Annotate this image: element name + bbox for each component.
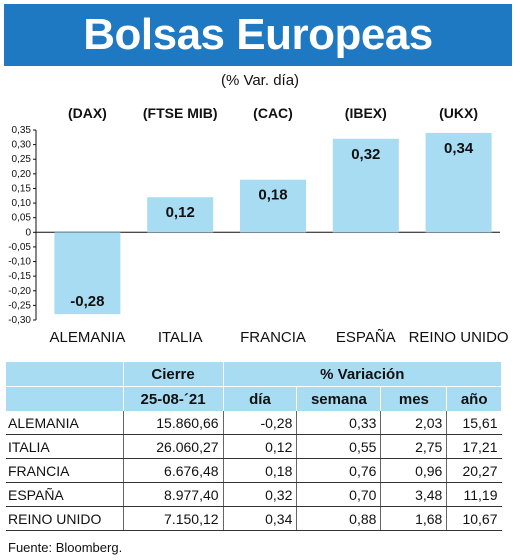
source-note: Fuente: Bloomberg. xyxy=(8,540,123,555)
subheader-date: 25-08-´21 xyxy=(123,386,224,411)
y-tick-label: -0,05 xyxy=(8,242,31,253)
table-body: ALEMANIA 15.860,66 -0,28 0,33 2,03 15,61 ITALI… xyxy=(6,411,502,531)
row-close: 6.676,48 xyxy=(123,458,224,483)
row-day: 0,34 xyxy=(223,506,298,531)
bar xyxy=(240,179,306,233)
row-day: 0,12 xyxy=(223,434,298,459)
subheader-semana: semana xyxy=(296,386,382,411)
row-day: -0,28 xyxy=(223,411,298,435)
header-cierre: Cierre xyxy=(123,362,224,387)
table-header-row: Cierre % Variación xyxy=(6,362,503,387)
row-week: 0,88 xyxy=(296,506,382,531)
index-label: (UKX) xyxy=(439,105,478,121)
x-category-label: REINO UNIDO xyxy=(409,329,509,346)
subheader-dia: día xyxy=(223,386,298,411)
header-blank xyxy=(6,362,124,387)
y-tick-label: 0 xyxy=(25,227,31,238)
row-close: 8.977,40 xyxy=(123,482,224,507)
row-month: 0,96 xyxy=(380,458,448,483)
table-row: ITALIA 26.060,27 0,12 0,55 2,75 17,21 xyxy=(6,434,502,459)
table-row: ESPAÑA 8.977,40 0,32 0,70 3,48 11,19 xyxy=(6,482,502,507)
table-row: REINO UNIDO 7.150,12 0,34 0,88 1,68 10,67 xyxy=(6,506,502,531)
row-day: 0,32 xyxy=(223,482,298,507)
subheader-ano: año xyxy=(446,386,502,411)
index-label: (DAX) xyxy=(68,105,107,121)
bar xyxy=(147,197,214,233)
row-close: 7.150,12 xyxy=(123,506,224,531)
x-category-label: ESPAÑA xyxy=(336,329,396,346)
row-month: 2,03 xyxy=(380,411,448,435)
index-label: (FTSE MIB) xyxy=(143,105,218,121)
data-label: 0,34 xyxy=(444,140,474,157)
row-month: 2,75 xyxy=(380,434,448,459)
data-table: Cierre % Variación 25-08-´21 día semana … xyxy=(6,362,503,531)
index-label: (CAC) xyxy=(253,105,293,121)
y-tick-label: -0,10 xyxy=(8,257,31,268)
data-label: 0,18 xyxy=(258,187,287,204)
x-category-label: FRANCIA xyxy=(240,329,306,346)
row-week: 0,55 xyxy=(296,434,382,459)
y-tick-label: 0,25 xyxy=(12,154,32,165)
y-tick-label: 0,20 xyxy=(12,169,32,180)
y-tick-label: -0,15 xyxy=(8,271,31,282)
bar xyxy=(425,132,492,233)
data-label: 0,32 xyxy=(351,146,380,163)
chart-title: Bolsas Europeas xyxy=(83,10,433,59)
row-week: 0,76 xyxy=(296,458,382,483)
index-label: (IBEX) xyxy=(345,105,387,121)
row-year: 11,19 xyxy=(446,482,502,507)
y-tick-label: 0,35 xyxy=(12,125,32,136)
row-year: 17,21 xyxy=(446,434,502,459)
y-tick-label: 0,05 xyxy=(12,213,32,224)
row-month: 1,68 xyxy=(380,506,448,531)
row-country: ESPAÑA xyxy=(6,482,124,507)
subheader-mes: mes xyxy=(380,386,448,411)
table-row: ALEMANIA 15.860,66 -0,28 0,33 2,03 15,61 xyxy=(6,411,502,435)
y-tick-label: -0,25 xyxy=(8,300,31,311)
x-category-label: ALEMANIA xyxy=(49,329,125,346)
bar xyxy=(332,138,399,233)
bar xyxy=(54,232,121,315)
row-close: 26.060,27 xyxy=(123,434,224,459)
row-year: 15,61 xyxy=(446,411,502,435)
data-label: 0,12 xyxy=(166,204,195,221)
x-category-label: ITALIA xyxy=(158,329,203,346)
y-tick-label: -0,20 xyxy=(8,286,31,297)
header-variacion: % Variación xyxy=(223,362,503,387)
row-country: REINO UNIDO xyxy=(6,506,124,531)
data-table-wrapper: Cierre % Variación 25-08-´21 día semana … xyxy=(6,362,503,531)
row-country: ITALIA xyxy=(6,434,124,459)
row-close: 15.860,66 xyxy=(123,411,224,435)
data-label: -0,28 xyxy=(70,293,104,310)
row-year: 10,67 xyxy=(446,506,502,531)
y-tick-label: 0,15 xyxy=(12,183,32,194)
row-year: 20,27 xyxy=(446,458,502,483)
row-country: ALEMANIA xyxy=(6,411,124,435)
table-subheader-row: 25-08-´21 día semana mes año xyxy=(6,386,502,411)
y-tick-label: -0,30 xyxy=(8,315,31,326)
y-tick-label: 0,30 xyxy=(12,140,32,151)
row-month: 3,48 xyxy=(380,482,448,507)
bar-chart: 0,35 0,30 0,25 0,20 0,15 0,10 0,05 0 -0,05 -0,10 -… xyxy=(8,105,509,346)
chart-subtitle: (% Var. día) xyxy=(220,72,300,89)
title-banner: Bolsas Europeas xyxy=(4,4,512,66)
row-country: FRANCIA xyxy=(6,458,124,483)
row-day: 0,18 xyxy=(223,458,298,483)
row-week: 0,70 xyxy=(296,482,382,507)
y-tick-label: 0,10 xyxy=(12,198,32,209)
row-week: 0,33 xyxy=(296,411,382,435)
table-row: FRANCIA 6.676,48 0,18 0,76 0,96 20,27 xyxy=(6,458,502,483)
subheader-blank xyxy=(6,386,124,411)
